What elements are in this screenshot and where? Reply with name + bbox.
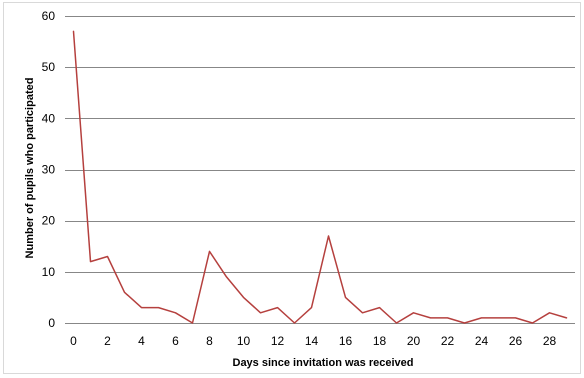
x-tick-label: 22	[441, 334, 455, 348]
chart-area	[3, 2, 581, 374]
x-tick-label: 8	[206, 334, 213, 348]
x-axis-title: Days since invitation was received	[233, 357, 414, 369]
x-axis-ticks: 0 2 4 6 8 10 12 14 16 18 20 22 24 26 28	[70, 334, 556, 348]
y-tick-label: 0	[48, 316, 55, 330]
series-line	[72, 30, 568, 324]
x-tick-label: 4	[138, 334, 145, 348]
y-axis-title: Number of pupils who participated	[24, 78, 36, 259]
y-axis-ticks: 0 10 20 30 40 50 60	[42, 9, 56, 330]
data-series	[72, 30, 568, 324]
y-tick-label: 60	[42, 9, 56, 23]
y-tick-label: 50	[42, 60, 56, 74]
x-tick-label: 10	[237, 334, 251, 348]
x-tick-label: 24	[475, 334, 489, 348]
x-tick-label: 12	[271, 334, 285, 348]
y-tick-label: 10	[42, 265, 56, 279]
y-tick-label: 40	[42, 111, 56, 125]
x-tick-label: 16	[339, 334, 353, 348]
y-tick-label: 20	[42, 214, 56, 228]
x-tick-label: 6	[172, 334, 179, 348]
x-tick-label: 0	[70, 334, 77, 348]
x-tick-label: 18	[373, 334, 387, 348]
x-tick-label: 28	[543, 334, 557, 348]
x-tick-label: 20	[407, 334, 421, 348]
gridlines	[65, 16, 575, 324]
x-tick-label: 26	[509, 334, 523, 348]
x-tick-label: 14	[305, 334, 319, 348]
x-tick-label: 2	[104, 334, 111, 348]
y-tick-label: 30	[42, 163, 56, 177]
